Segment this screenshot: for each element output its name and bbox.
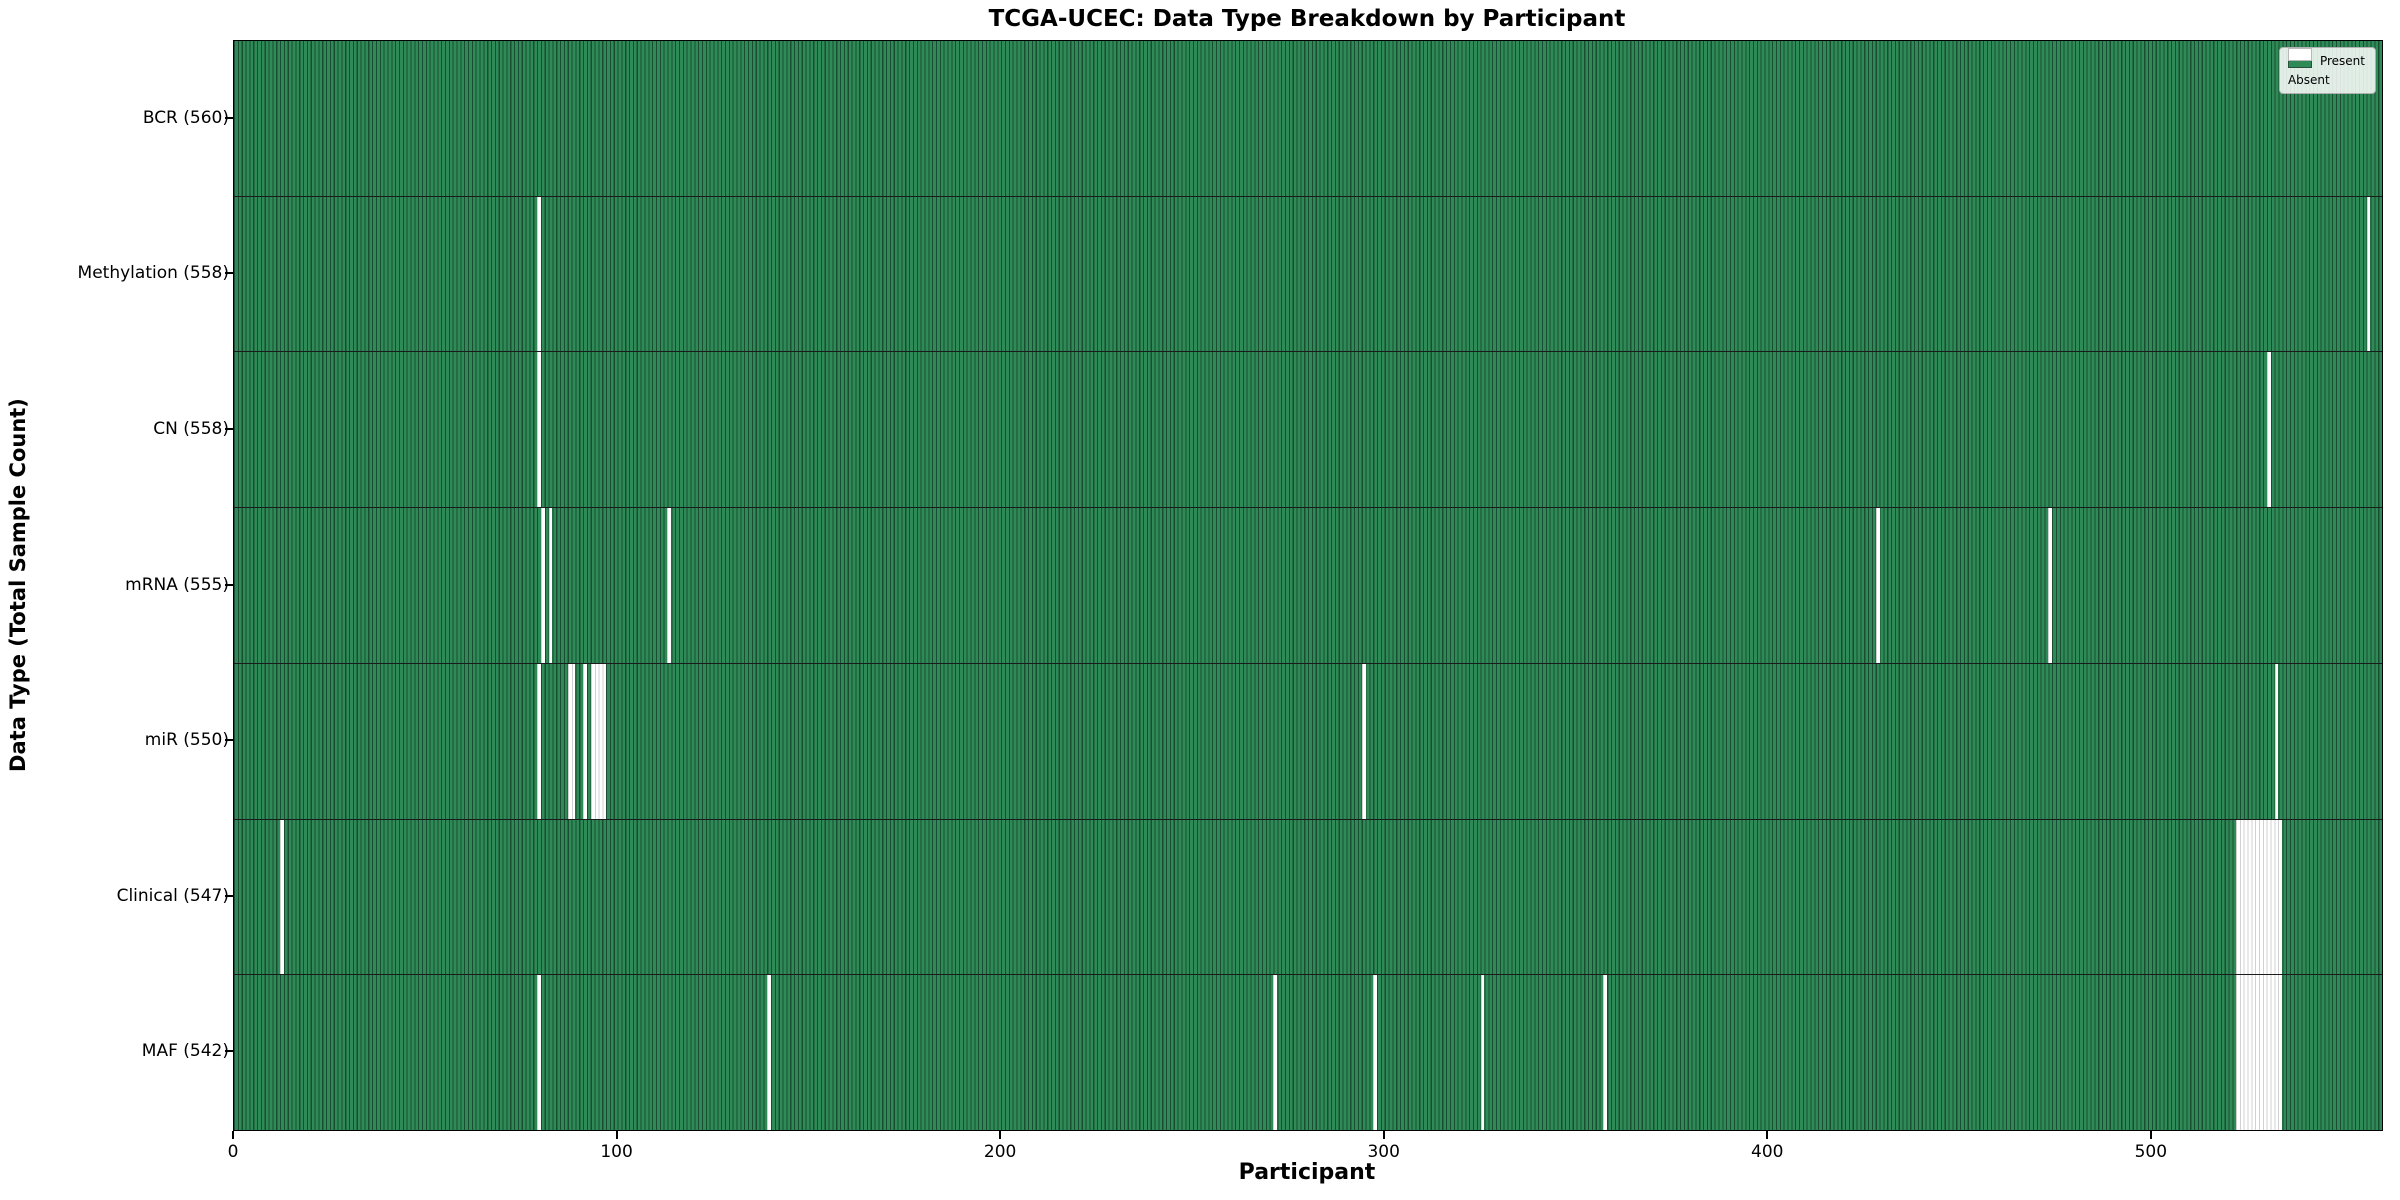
x-tick-mark [1766, 1131, 1769, 1139]
y-tick-label: mRNA (555) [125, 574, 229, 595]
absent-stripe [537, 196, 541, 352]
legend-label-present: Present [2319, 54, 2365, 68]
absent-stripe [537, 975, 541, 1131]
heatmap-row-bcr [234, 41, 2382, 196]
plot-area: Present Absent [233, 40, 2383, 1131]
legend-label-absent: Absent [2287, 73, 2330, 87]
x-tick-mark [232, 1131, 234, 1139]
absent-stripe [540, 508, 545, 663]
y-tick-label: Clinical (547) [116, 885, 229, 906]
absent-stripe [1480, 975, 1485, 1131]
absent-stripe [590, 663, 607, 819]
heatmap-row-cn [234, 351, 2382, 508]
x-tick-label: 200 [983, 1142, 1017, 1162]
y-tick-mark [225, 427, 233, 430]
heatmap-row-maf [234, 974, 2382, 1131]
x-tick-mark [2149, 1131, 2152, 1139]
legend: Present Absent [2278, 47, 2376, 94]
y-tick-label: CN (558) [153, 418, 229, 439]
x-tick-label: 0 [227, 1142, 239, 1162]
y-tick-mark [225, 116, 233, 119]
y-tick-mark [225, 739, 233, 742]
absent-stripe [1361, 663, 1366, 819]
absent-stripe [280, 819, 284, 975]
heatmap-row-mrna [234, 507, 2382, 663]
absent-swatch-icon [2287, 48, 2312, 61]
absent-stripe [583, 663, 587, 819]
absent-stripe [537, 352, 541, 508]
absent-stripe [567, 663, 576, 819]
y-tick-label: Methylation (558) [77, 263, 229, 284]
y-tick-mark [225, 894, 233, 897]
x-tick-mark [1382, 1131, 1385, 1139]
absent-stripe [1875, 508, 1880, 663]
x-tick-label: 500 [2134, 1142, 2168, 1162]
y-tick-label: miR (550) [144, 730, 229, 751]
absent-stripe [1373, 975, 1378, 1131]
x-tick-mark [615, 1131, 618, 1139]
absent-stripe [2048, 508, 2053, 663]
absent-stripe [1273, 975, 1278, 1131]
y-tick-label: MAF (542) [141, 1041, 229, 1062]
absent-stripe [537, 663, 541, 819]
legend-item-absent: Absent [2287, 48, 2365, 87]
absent-stripe [667, 508, 672, 663]
y-tick-mark [225, 1050, 233, 1053]
x-tick-mark [999, 1131, 1002, 1139]
absent-stripe [2236, 819, 2283, 975]
x-tick-label: 400 [1751, 1142, 1784, 1162]
absent-stripe [1603, 975, 1608, 1131]
y-tick-mark [225, 583, 233, 586]
heatmap-row-methylation [234, 195, 2382, 352]
y-tick-label: BCR (560) [142, 107, 229, 128]
x-axis-label: Participant [1238, 1160, 1376, 1185]
absent-stripe [2274, 663, 2279, 819]
x-tick-label: 300 [1367, 1142, 1400, 1162]
absent-stripe [2236, 975, 2283, 1131]
heatmap-row-mir [234, 662, 2382, 819]
chart-title: TCGA-UCEC: Data Type Breakdown by Partic… [988, 6, 1626, 32]
absent-stripe [767, 975, 771, 1131]
heatmap-rows [234, 41, 2382, 1131]
absent-stripe [2266, 352, 2271, 508]
y-tick-mark [225, 272, 233, 275]
absent-stripe [548, 508, 553, 663]
x-tick-label: 100 [600, 1142, 633, 1162]
heatmap-row-clinical [234, 818, 2382, 975]
absent-stripe [2366, 196, 2371, 352]
